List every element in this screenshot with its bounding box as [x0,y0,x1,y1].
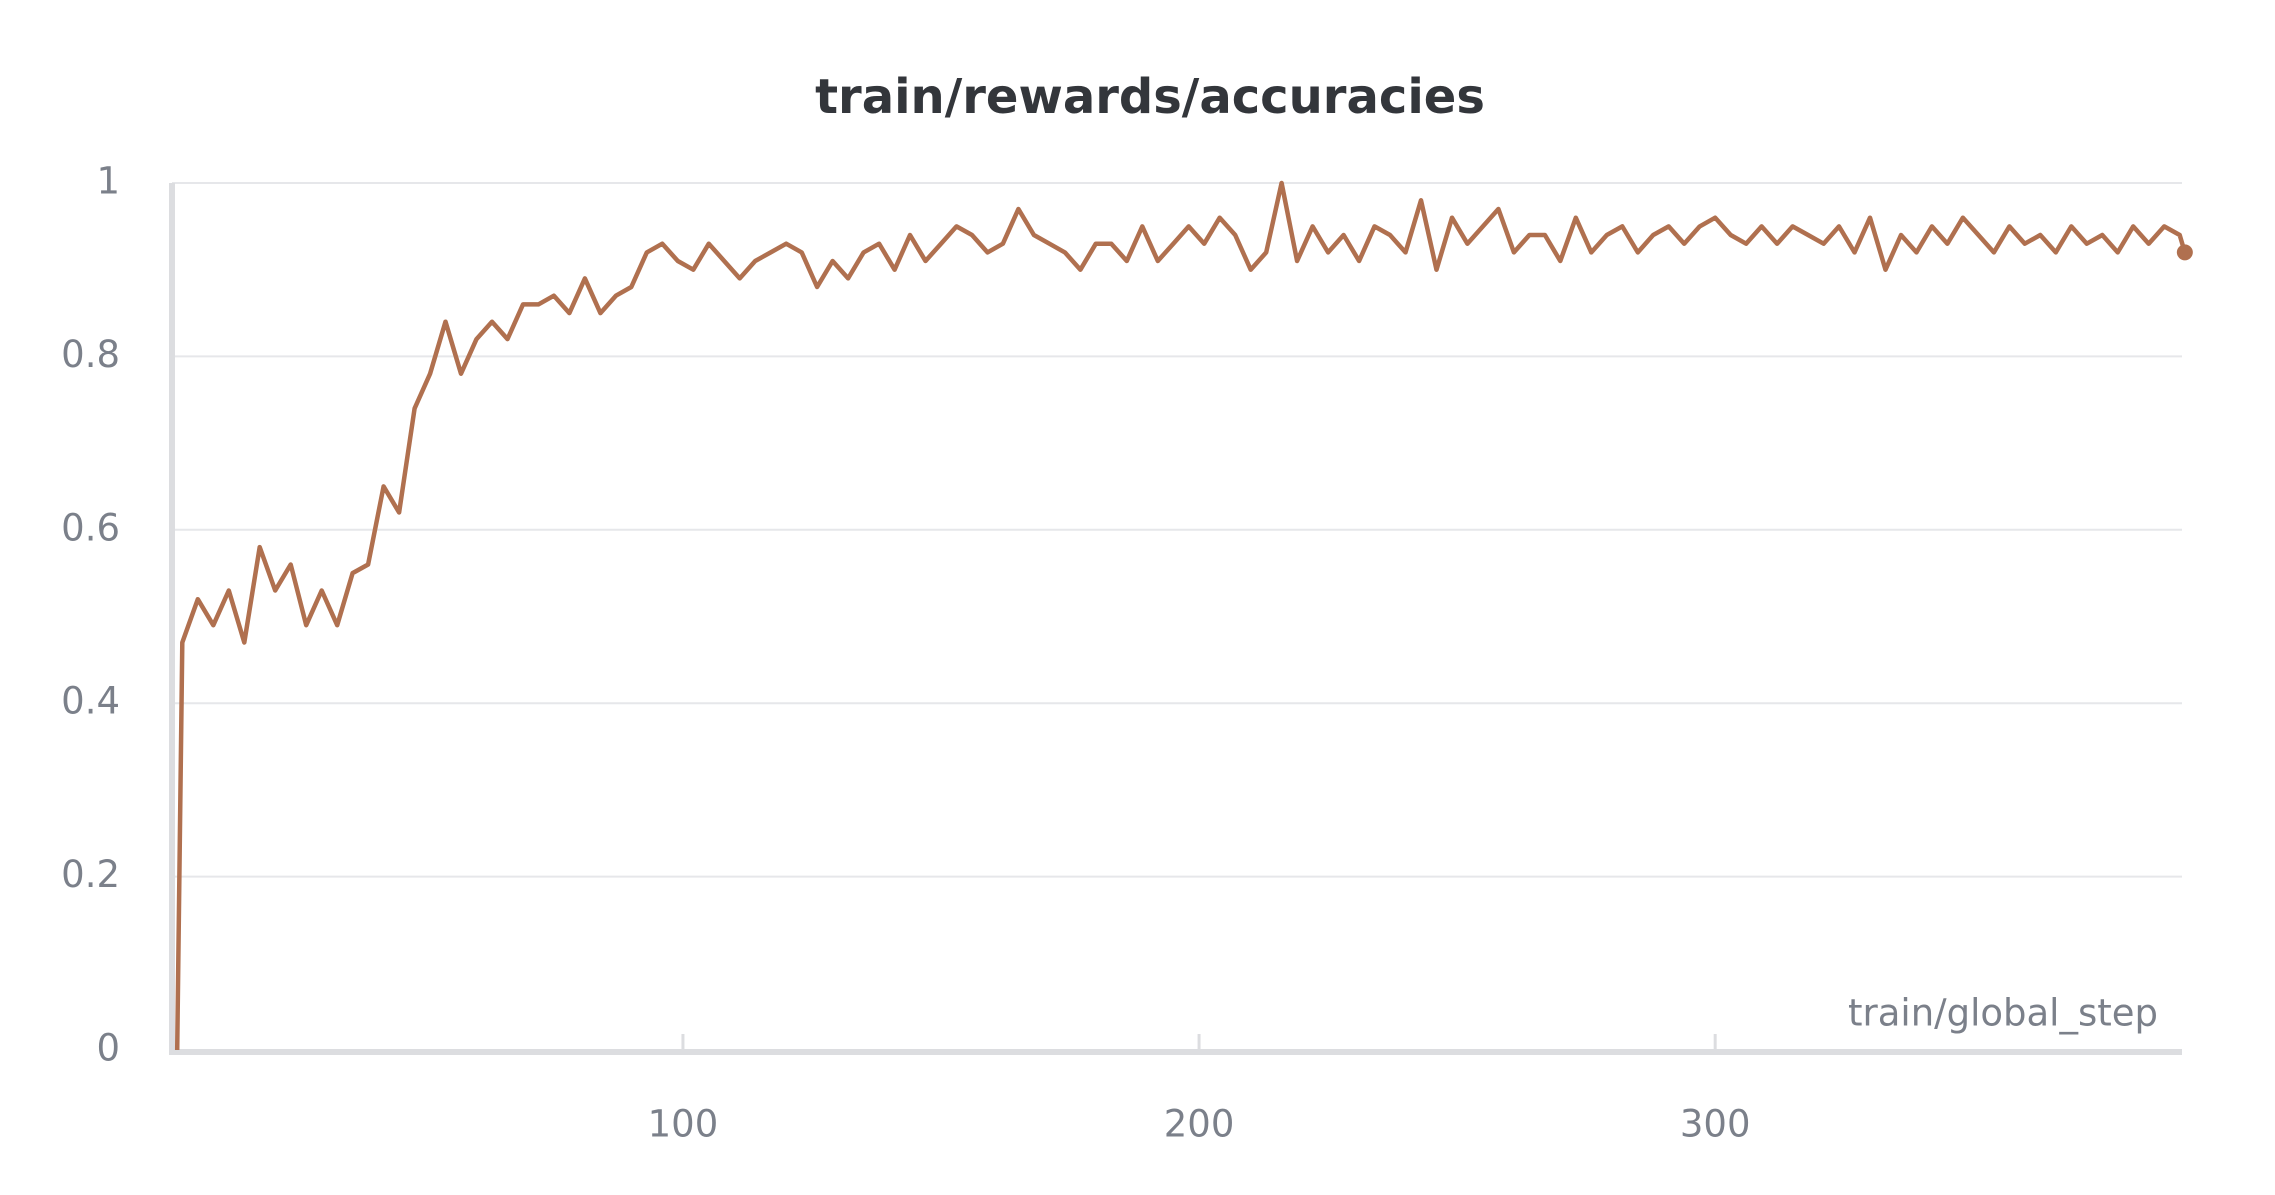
x-tick-label: 300 [1680,1103,1751,1146]
y-tick-label: 0 [96,1027,120,1070]
y-tick-label: 0.6 [61,506,120,549]
y-tick-label: 0.2 [61,853,120,896]
y-tick-label: 1 [96,160,120,203]
y-tick-label: 0.4 [61,680,120,723]
x-axis-label: train/global_step [1848,992,2158,1035]
end-point [2176,244,2193,261]
x-tick-label: 200 [1164,1103,1235,1146]
x-tick-label: 100 [648,1103,719,1146]
series-line [174,180,2187,1051]
y-tick-label: 0.8 [61,333,120,376]
chart-title: train/rewards/accuracies [815,69,1485,125]
